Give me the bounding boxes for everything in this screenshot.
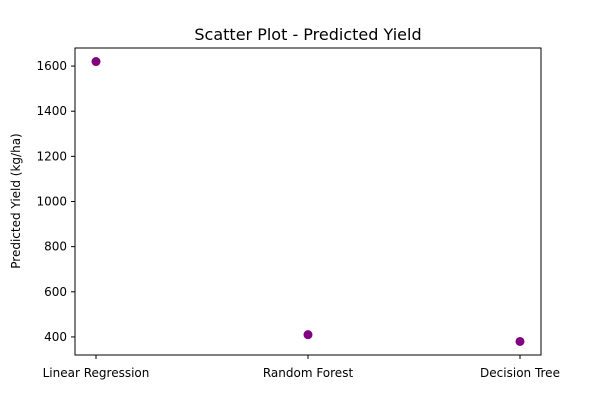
y-tick-label: 1200: [36, 149, 67, 163]
y-axis-label: Predicted Yield (kg/ha): [9, 133, 23, 268]
y-tick-label: 800: [44, 240, 67, 254]
scatter-point: [515, 336, 525, 346]
scatter-point: [303, 330, 313, 340]
y-tick-label: 1000: [36, 195, 67, 209]
y-tick-label: 1400: [36, 104, 67, 118]
y-axis-ticks: 400 600 800 1000 1200 1400 1600: [36, 59, 75, 344]
y-tick-label: 1600: [36, 59, 67, 73]
data-points: [91, 57, 525, 346]
chart-title: Scatter Plot - Predicted Yield: [194, 25, 421, 44]
x-tick-label: Linear Regression: [43, 366, 150, 380]
scatter-point: [91, 57, 101, 67]
plot-area-frame: [74, 47, 542, 356]
x-axis-ticks: Linear Regression Random Forest Decision T…: [43, 355, 560, 380]
y-tick-label: 600: [44, 285, 67, 299]
x-tick-label: Random Forest: [263, 366, 354, 380]
x-tick-label: Decision Tree: [480, 366, 560, 380]
y-tick-label: 400: [44, 330, 67, 344]
